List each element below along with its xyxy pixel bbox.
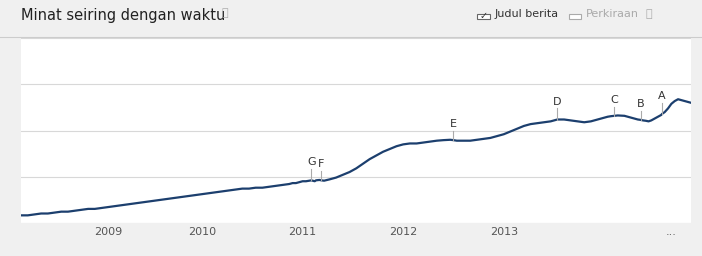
Text: C: C — [611, 95, 618, 105]
FancyBboxPatch shape — [569, 14, 581, 19]
Text: A: A — [658, 91, 665, 101]
Text: G: G — [307, 157, 316, 167]
Text: E: E — [450, 119, 457, 129]
Text: F: F — [318, 159, 324, 169]
Text: Perkiraan: Perkiraan — [586, 9, 639, 19]
Text: ⓘ: ⓘ — [646, 9, 652, 19]
Text: B: B — [637, 99, 644, 109]
Text: D: D — [553, 97, 562, 106]
FancyBboxPatch shape — [477, 14, 490, 19]
Text: Judul berita: Judul berita — [495, 9, 559, 19]
Text: Minat seiring dengan waktu: Minat seiring dengan waktu — [21, 8, 225, 23]
Text: ✓: ✓ — [479, 11, 488, 22]
Text: ⓘ: ⓘ — [221, 8, 227, 18]
